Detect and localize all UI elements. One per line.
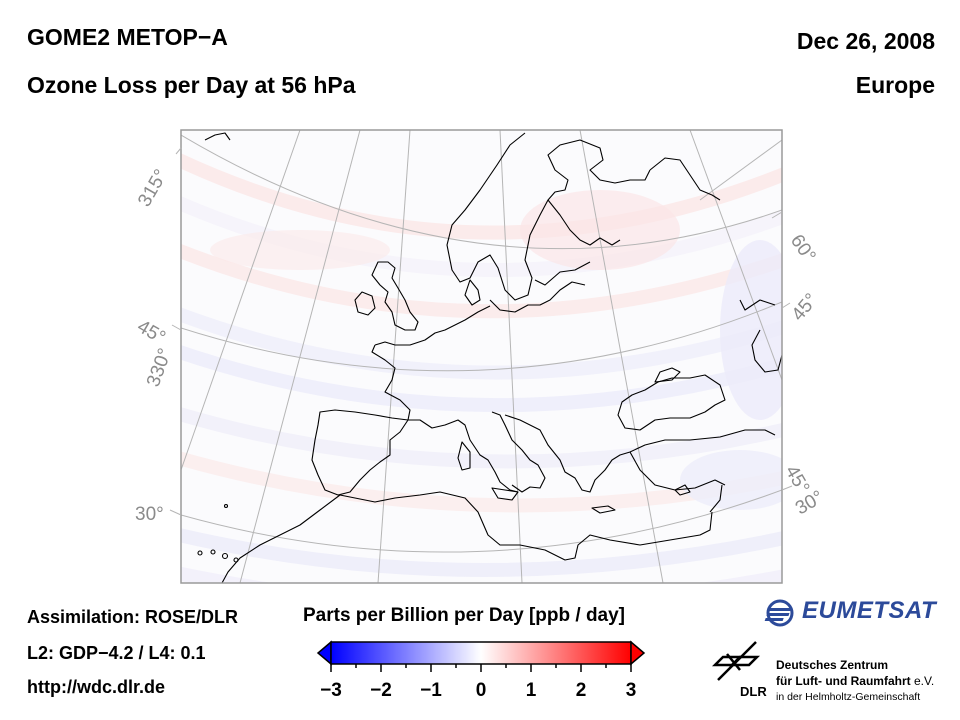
colorbar-extend-high xyxy=(630,640,646,666)
colorbar-tick-label: −3 xyxy=(320,680,342,700)
dlr-name-text: für Luft- und Raumfahrt xyxy=(776,674,911,688)
colorbar-tick-label: −2 xyxy=(370,680,392,700)
lat-label-30-left: 30° xyxy=(135,504,164,525)
colorbar-tick-label: 1 xyxy=(526,680,537,700)
meridian-line xyxy=(579,130,664,583)
lon-label-330: 330° xyxy=(143,346,176,390)
colorbar-tick-label: 3 xyxy=(626,680,637,700)
ozone-map: 315° 45° 330° 30° 60° 45° 45° 30° xyxy=(134,129,827,584)
meridian-line xyxy=(689,130,782,381)
meridian-line xyxy=(377,130,411,583)
colorbar-tick-label: −1 xyxy=(420,680,442,700)
coastlines xyxy=(197,132,782,583)
colorbar: −3 −2 −1 0 1 2 3 xyxy=(316,640,646,700)
map-frame xyxy=(180,129,783,584)
dlr-abbrev: DLR xyxy=(740,684,767,699)
dlr-ev-text: e.V. xyxy=(914,674,935,688)
colorbar-extend-low xyxy=(316,640,332,666)
colorbar-title: Parts per Billion per Day [ppb / day] xyxy=(303,605,626,626)
instrument-title: GOME2 METOP−A xyxy=(27,24,228,50)
date-label: Dec 26, 2008 xyxy=(796,28,935,54)
dlr-name-line2: für Luft- und Raumfahrt e.V. xyxy=(776,674,934,688)
dlr-name-line1: Deutsches Zentrum xyxy=(776,658,889,672)
lon-label-60: 60° xyxy=(786,231,820,267)
dlr-logo-icon xyxy=(711,641,761,681)
lat-label-45-left: 45° xyxy=(134,316,169,349)
meridian-line xyxy=(181,130,301,471)
latitude-line-30 xyxy=(181,489,782,553)
version-label: L2: GDP−4.2 / L4: 0.1 xyxy=(27,643,206,663)
latitude-line-60 xyxy=(181,134,782,250)
latitude-line-45 xyxy=(181,301,782,372)
colorbar-tick-label: 0 xyxy=(476,680,487,700)
assimilation-label: Assimilation: ROSE/DLR xyxy=(27,607,239,627)
lon-label-45-right: 45° xyxy=(788,290,823,326)
product-title: Ozone Loss per Day at 56 hPa xyxy=(27,72,356,98)
eumetsat-logo-text: EUMETSAT xyxy=(802,597,937,624)
colorbar-tick-label: 2 xyxy=(576,680,587,700)
lon-label-315: 315° xyxy=(134,166,172,211)
meridian-line xyxy=(699,139,782,201)
map-field xyxy=(181,130,782,583)
region-label: Europe xyxy=(855,72,935,98)
url-link[interactable]: http://wdc.dlr.de xyxy=(27,677,165,697)
eumetsat-logo-icon xyxy=(764,599,794,627)
dlr-name-line3: in der Helmholtz-Gemeinschaft xyxy=(776,691,921,703)
meridian-line xyxy=(499,130,523,583)
graticule xyxy=(181,130,782,583)
meridian-line xyxy=(239,130,361,583)
colorbar-gradient xyxy=(330,641,632,665)
